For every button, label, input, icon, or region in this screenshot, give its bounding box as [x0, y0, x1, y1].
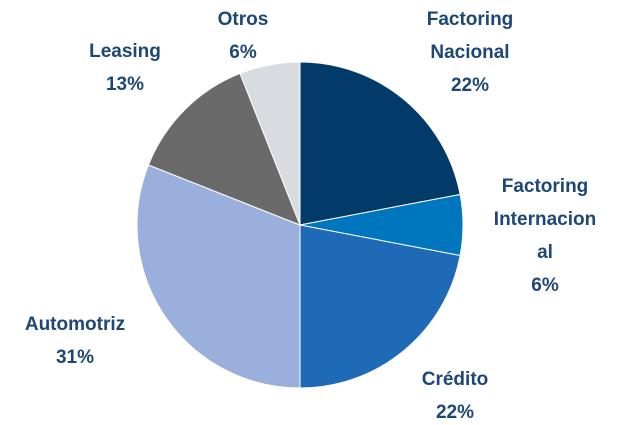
value-label: 22%	[451, 75, 489, 96]
label-line: al	[537, 242, 553, 263]
value-label: 6%	[229, 42, 257, 63]
label-line: Crédito	[422, 369, 489, 390]
pie-slice	[147, 72, 301, 226]
label-line: Nacional	[430, 42, 509, 63]
pie-slice	[239, 61, 301, 226]
label-line: Otros	[218, 9, 269, 30]
slice-label: Otros	[218, 9, 269, 30]
label-line: Internacion	[494, 209, 596, 230]
value-label: 13%	[106, 74, 144, 95]
pie-slice	[136, 164, 301, 389]
value-label: 22%	[436, 402, 474, 423]
pie-slice	[299, 61, 461, 226]
value-label: 6%	[531, 275, 559, 296]
label-line: Leasing	[89, 41, 161, 62]
label-line: Automotriz	[25, 314, 125, 335]
label-line: Factoring	[502, 176, 589, 197]
pie-slice	[299, 224, 461, 389]
label-line: Factoring	[427, 9, 514, 30]
slice-label: Factoring Internacion al	[494, 176, 596, 263]
slice-label: Leasing	[89, 41, 161, 62]
value-label: 31%	[56, 347, 94, 368]
slice-label: Automotriz	[25, 314, 125, 335]
slice-label: Factoring Nacional	[427, 9, 514, 63]
slice-label: Crédito	[422, 369, 489, 390]
